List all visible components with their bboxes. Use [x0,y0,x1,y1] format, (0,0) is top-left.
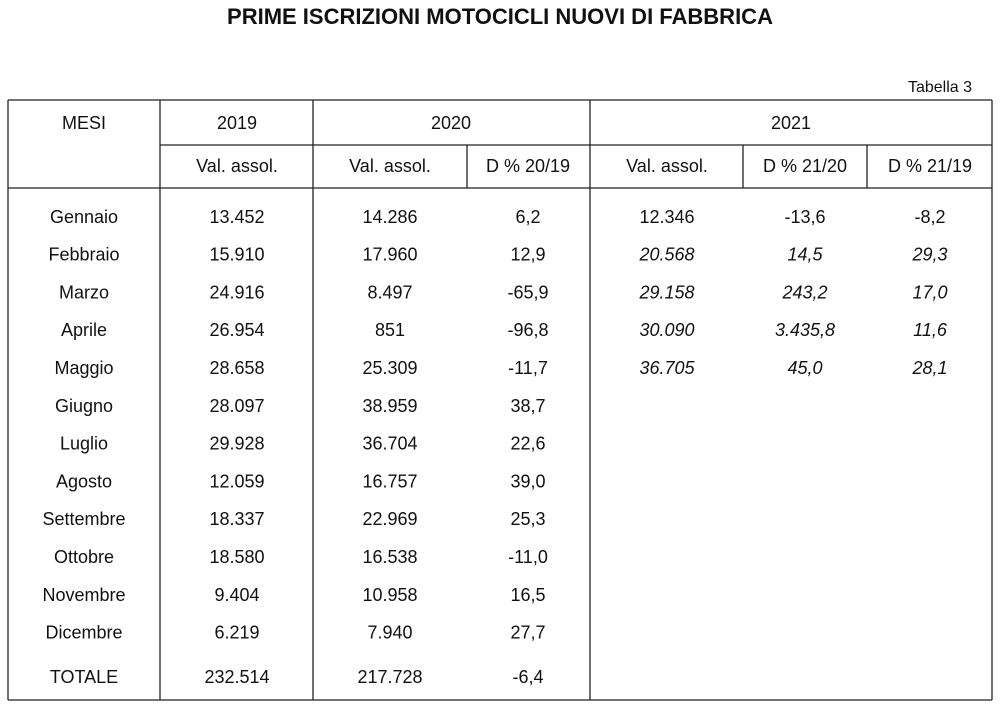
cell: 16,5 [510,585,545,605]
cell: 20.568 [638,245,694,265]
cell: 25.309 [362,358,417,378]
sub-header: D % 21/20 [763,156,847,176]
cell: 12,9 [510,245,545,265]
total-cell: 232.514 [204,667,269,687]
cell: 30.090 [639,320,694,340]
cell: 16.757 [362,471,417,491]
cell: 8.497 [367,282,412,302]
cell: 28.097 [209,396,264,416]
cell: 12.346 [639,207,694,227]
cell: 39,0 [510,471,545,491]
total-cell: -6,4 [512,667,543,687]
cell: 16.538 [362,547,417,567]
cell: 22.969 [362,509,417,529]
month: Marzo [59,282,109,302]
cell: -13,6 [784,207,825,227]
cell: 9.404 [214,585,259,605]
cell: 18.337 [209,509,264,529]
title: PRIME ISCRIZIONI MOTOCICLI NUOVI DI FABB… [227,4,773,29]
group-header: MESI [62,113,106,133]
sub-header: Val. assol. [349,156,431,176]
group-header: 2019 [217,113,257,133]
sub-header: D % 21/19 [888,156,972,176]
group-header: 2020 [431,113,471,133]
cell: 851 [375,320,405,340]
cell: 38.959 [362,396,417,416]
month: Agosto [56,471,112,491]
cell: 243,2 [781,282,827,302]
cell: 11,6 [913,320,948,340]
month: Febbraio [48,245,119,265]
cell: 18.580 [209,547,264,567]
cell: 29.158 [638,282,694,302]
sub-header: Val. assol. [626,156,708,176]
cell: 17,0 [912,282,947,302]
table-label: Tabella 3 [908,79,972,96]
cell: 29.928 [209,434,264,454]
month: Luglio [60,434,108,454]
sub-header: D % 20/19 [486,156,570,176]
cell: 29,3 [911,245,947,265]
cell: 14.286 [362,207,417,227]
cell: 24.916 [209,282,264,302]
cell: 27,7 [510,623,545,643]
month: Maggio [54,358,113,378]
cell: 25,3 [510,509,545,529]
cell: -11,0 [508,547,548,567]
cell: 12.059 [209,471,264,491]
cell: -11,7 [508,358,548,378]
month: Gennaio [50,207,118,227]
table-grid [7,99,993,701]
cell: 10.958 [362,585,417,605]
cell: 6,2 [515,207,540,227]
month: Giugno [55,396,113,416]
cell: 6.219 [214,623,259,643]
month: Settembre [42,509,125,529]
total-label: TOTALE [50,667,118,687]
cell: 14,5 [787,245,823,265]
month: Aprile [61,320,107,340]
cell: 3.435,8 [775,320,835,340]
cell: 38,7 [510,396,545,416]
cell: 28,1 [911,358,947,378]
cell: -65,9 [507,282,548,302]
cell: 7.940 [367,623,412,643]
cell: 22,6 [510,434,545,454]
cell: 28.658 [209,358,264,378]
cell: 15.910 [209,245,264,265]
group-header: 2021 [771,113,811,133]
cell: -96,8 [507,320,548,340]
month: Ottobre [54,547,114,567]
month: Novembre [42,585,125,605]
sub-header: Val. assol. [196,156,278,176]
cell: -8,2 [914,207,945,227]
cell: 36.705 [639,358,695,378]
total-cell: 217.728 [357,667,422,687]
cell: 36.704 [362,434,417,454]
cell: 13.452 [209,207,264,227]
month: Dicembre [45,623,122,643]
cell: 45,0 [787,358,822,378]
cell: 17.960 [362,245,417,265]
cell: 26.954 [209,320,264,340]
